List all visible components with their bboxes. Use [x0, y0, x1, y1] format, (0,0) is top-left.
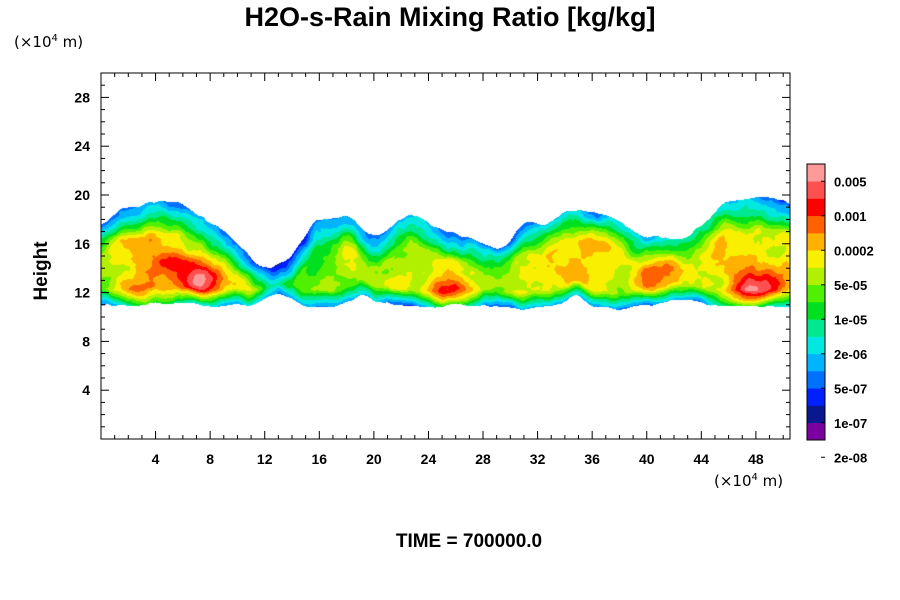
colorbar-swatch [807, 371, 825, 389]
x-unit-suffix: m) [757, 472, 784, 490]
colorbar-swatch [807, 319, 825, 337]
colorbar-swatch [807, 267, 825, 286]
x-tick-label: 44 [694, 451, 710, 467]
x-tick-label: 12 [257, 451, 273, 467]
colorbar-label: 0.0002 [834, 243, 874, 258]
colorbar-label: 1e-05 [834, 312, 867, 327]
chart-title: H2O-s-Rain Mixing Ratio [kg/kg] [244, 2, 656, 32]
x-tick-label: 8 [206, 451, 214, 467]
colorbar-swatch [807, 181, 825, 199]
time-label: TIME = 700000.0 [395, 531, 543, 552]
colorbar-label: 0.001 [834, 209, 867, 224]
colorbar-swatch [807, 302, 825, 320]
rain-mixing-ratio-field [101, 73, 790, 439]
colorbar-swatch [807, 250, 825, 268]
y-tick-label: 4 [82, 382, 90, 398]
colorbar-swatch [807, 336, 825, 355]
x-axis: 4 8 12 16 20 24 28 32 36 40 44 48 [114, 73, 784, 467]
y-unit-exponent: 4 [51, 33, 58, 44]
colorbar-swatch [807, 422, 825, 441]
colorbar-label: 2e-08 [834, 450, 867, 465]
x-tick-label: 32 [530, 451, 546, 467]
colorbar-swatch [807, 284, 825, 303]
x-tick-label: 40 [639, 451, 655, 467]
y-tick-label: 20 [74, 187, 90, 203]
y-tick-label: 28 [74, 89, 90, 105]
y-unit-suffix: m) [57, 33, 84, 51]
y-axis-unit-label: (×104 m) [14, 33, 83, 51]
y-tick-label: 12 [74, 285, 90, 301]
colorbar-label: 1e-07 [834, 416, 867, 431]
colorbar-label: 5e-07 [834, 381, 867, 396]
y-tick-label: 8 [82, 333, 90, 349]
colorbar-swatch [807, 388, 825, 406]
colorbar-swatch [807, 405, 825, 424]
x-tick-label: 24 [421, 451, 437, 467]
colorbar-frame [806, 163, 826, 441]
x-tick-label: 28 [475, 451, 491, 467]
colorbar-label: 2e-06 [834, 347, 867, 362]
y-unit-prefix: (×10 [14, 33, 52, 51]
colorbar-label: 0.005 [834, 174, 867, 189]
x-tick-label: 4 [152, 451, 160, 467]
y-tick-label: 16 [74, 236, 90, 252]
colorbar-swatch [807, 233, 825, 251]
colorbar-swatch [807, 164, 825, 182]
colorbar: 0.005 0.001 0.0002 5e-05 1e-05 2e-06 5e-07 1e-0… [806, 163, 874, 465]
x-unit-prefix: (×10 [714, 472, 752, 490]
x-unit-exponent: 4 [751, 472, 758, 483]
x-tick-label: 16 [312, 451, 328, 467]
colorbar-label: 5e-05 [834, 278, 867, 293]
colorbar-swatch [807, 215, 825, 234]
x-tick-label: 36 [584, 451, 600, 467]
colorbar-swatch [807, 353, 825, 372]
y-tick-label: 24 [74, 138, 90, 154]
x-tick-label: 48 [748, 451, 764, 467]
y-axis: 4 8 12 16 20 24 28 [74, 84, 790, 428]
x-tick-label: 20 [366, 451, 382, 467]
colorbar-swatch [807, 198, 825, 217]
x-axis-unit-label: (×104 m) [714, 472, 783, 490]
